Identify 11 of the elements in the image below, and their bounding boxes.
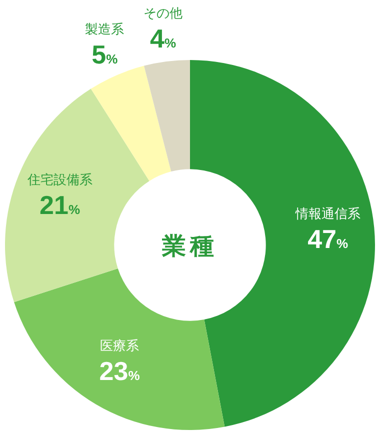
slice-label: 住宅設備系	[26, 172, 92, 188]
slice-label: 製造系	[85, 22, 124, 37]
data-label: 23%	[99, 356, 140, 386]
data-label: 4%	[150, 24, 177, 54]
slice-label: その他	[144, 6, 183, 21]
data-label: 5%	[92, 40, 118, 70]
data-label: 21%	[40, 190, 80, 220]
slice-label: 情報通信系	[294, 206, 360, 221]
text: 業種	[161, 233, 218, 260]
slice-label: 医療系	[100, 338, 140, 354]
data-label: 47%	[308, 224, 348, 254]
